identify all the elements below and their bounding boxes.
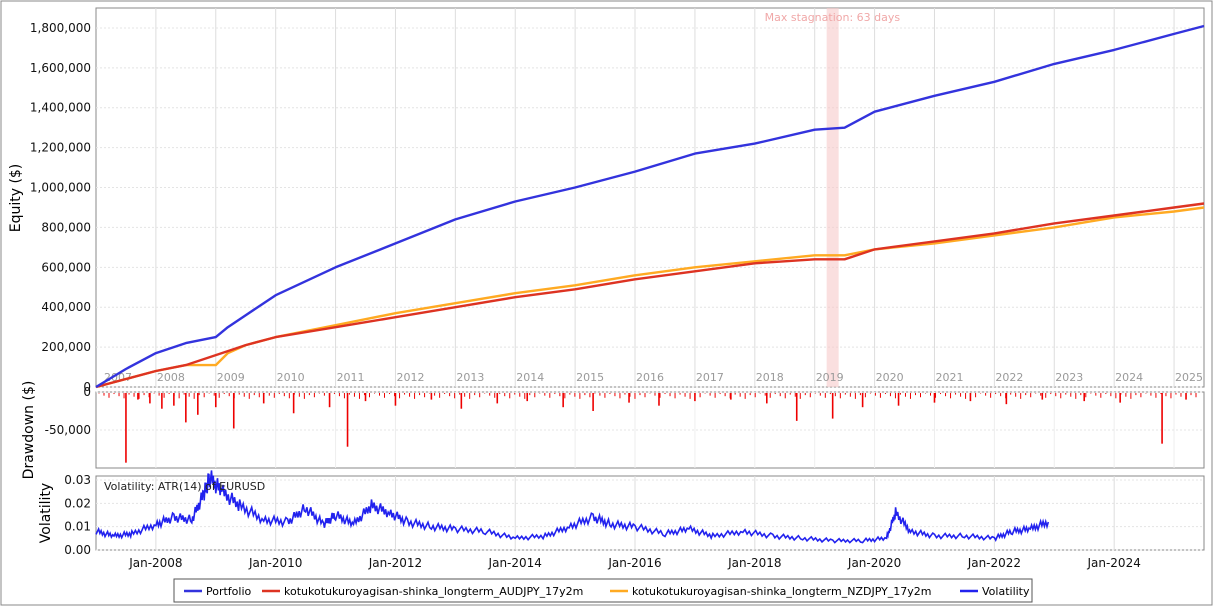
volatility-x-ticks: Jan-2008 Jan-2010 Jan-2012 Jan-2014 Jan-2016… [128,556,1141,570]
equity-year-label: 2017 [696,371,724,384]
volatility-annotation: Volatility: ATR(14) of EURUSD [104,480,265,493]
volatility-x-tick-label: Jan-2010 [248,556,302,570]
legend: Portfolio kotukotukuroyagisan-shinka_long… [173,578,1033,603]
volatility-x-tick-label: Jan-2024 [1086,556,1140,570]
equity-year-label: 2009 [217,371,245,384]
volatility-x-tick-label: Jan-2008 [128,556,182,570]
drawdown-y-axis-label: Drawdown ($) [21,381,37,480]
equity-year-label: 2010 [277,371,305,384]
equity-grid [96,8,1204,388]
legend-label: kotukotukuroyagisan-shinka_longterm_NZDJ… [632,585,932,598]
equity-series-lines [95,24,1205,389]
drawdown-y-tick-label: -50,000 [45,423,91,437]
equity-year-label: 2023 [1055,371,1083,384]
equity-year-label: 2014 [516,371,544,384]
legend-label: Volatility [982,585,1030,598]
equity-y-tick-label: 800,000 [41,220,91,234]
equity-y-tick-label: 1,400,000 [30,101,91,115]
volatility-y-tick-label: 0.02 [64,496,91,510]
volatility-x-tick-label: Jan-2022 [967,556,1021,570]
volatility-y-axis-label: Volatility [38,483,54,543]
equity-year-label: 2025 [1175,371,1203,384]
equity-year-label: 2018 [756,371,784,384]
equity-y-tick-label: 600,000 [41,260,91,274]
volatility-x-tick-label: Jan-2018 [727,556,781,570]
volatility-y-tick-label: 0.00 [64,543,91,557]
equity-year-label: 2007 [104,371,132,384]
equity-y-tick-label: 1,200,000 [30,141,91,155]
drawdown-y-ticks: 0 -50,000 [45,385,91,437]
equity-series-line [95,206,1205,389]
volatility-y-ticks: 0.00 0.01 0.02 0.03 [64,473,91,557]
equity-year-label: 2019 [816,371,844,384]
volatility-line [95,470,1050,544]
equity-y-tick-label: 1,600,000 [30,61,91,75]
equity-year-labels: 2007 2008 2009 2010 2011 2012 2013 2014 2015 2016… [104,371,1203,384]
legend-label: kotukotukuroyagisan-shinka_longterm_AUDJ… [284,585,583,598]
equity-year-label: 2008 [157,371,185,384]
legend-box [173,578,1033,603]
volatility-y-tick-label: 0.01 [64,520,91,534]
drawdown-y-tick-label: 0 [83,385,91,399]
equity-y-tick-label: 1,000,000 [30,181,91,195]
max-stagnation-band [826,8,839,387]
equity-plot-area [95,7,1205,388]
drawdown-bars [98,393,1197,463]
equity-y-tick-label: 400,000 [41,300,91,314]
equity-y-tick-label: 0 [83,380,91,394]
volatility-x-tick-label: Jan-2012 [368,556,422,570]
equity-year-label: 2011 [337,371,365,384]
equity-year-label: 2024 [1115,371,1143,384]
equity-year-label: 2016 [636,371,664,384]
equity-y-tick-label: 200,000 [41,340,91,354]
equity-y-axis-label: Equity ($) [8,164,24,233]
equity-year-label: 2015 [576,371,604,384]
volatility-x-tick-label: Jan-2020 [847,556,901,570]
max-stagnation-label: Max stagnation: 63 days [765,11,901,24]
volatility-x-tick-label: Jan-2016 [607,556,661,570]
equity-series-line [95,24,1205,389]
equity-year-label: 2012 [396,371,424,384]
volatility-y-tick-label: 0.03 [64,473,91,487]
equity-y-tick-label: 1,800,000 [30,21,91,35]
volatility-x-tick-label: Jan-2014 [488,556,542,570]
equity-year-label: 2021 [935,371,963,384]
equity-year-label: 2013 [456,371,484,384]
legend-label: Portfolio [206,585,252,598]
equity-series-line [95,202,1205,389]
equity-y-ticks: 0 200,000 400,000 600,000 800,000 1,000,000 1,… [30,21,91,394]
equity-year-label: 2022 [995,371,1023,384]
equity-year-label: 2020 [876,371,904,384]
